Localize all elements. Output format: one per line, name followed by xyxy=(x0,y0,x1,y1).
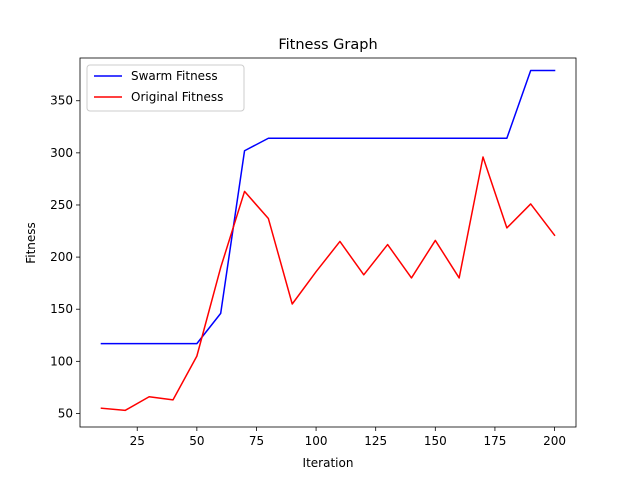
x-tick-label: 200 xyxy=(543,434,566,448)
x-tick-label: 50 xyxy=(189,434,204,448)
y-tick-label: 100 xyxy=(50,354,73,368)
plot-area: 25 50 75 100 125 150 175 200 50 100 150 200 250 300 35… xyxy=(50,57,577,448)
x-tick-label: 75 xyxy=(249,434,264,448)
x-tick-label: 25 xyxy=(130,434,145,448)
y-tick-label: 250 xyxy=(50,198,73,212)
chart-title: Fitness Graph xyxy=(278,37,377,53)
x-axis-label: Iteration xyxy=(303,456,354,470)
y-tick-label: 50 xyxy=(58,406,73,420)
x-tick-label: 100 xyxy=(305,434,328,448)
legend: Swarm Fitness Original Fitness xyxy=(86,64,245,112)
y-tick-label: 150 xyxy=(50,302,73,316)
series-line-swarm-fitness xyxy=(100,69,556,345)
legend-label: Original Fitness xyxy=(131,90,223,104)
legend-label: Swarm Fitness xyxy=(131,69,218,83)
y-axis-label: Fitness xyxy=(24,222,38,264)
series-line-original-fitness xyxy=(100,156,556,412)
axes-frame xyxy=(79,57,577,428)
x-tick-label: 175 xyxy=(483,434,506,448)
x-tick-label: 125 xyxy=(364,434,387,448)
y-tick-label: 350 xyxy=(50,94,73,108)
y-tick-label: 200 xyxy=(50,250,73,264)
x-tick-label: 150 xyxy=(424,434,447,448)
legend-box xyxy=(86,64,245,112)
y-tick-label: 300 xyxy=(50,146,73,160)
